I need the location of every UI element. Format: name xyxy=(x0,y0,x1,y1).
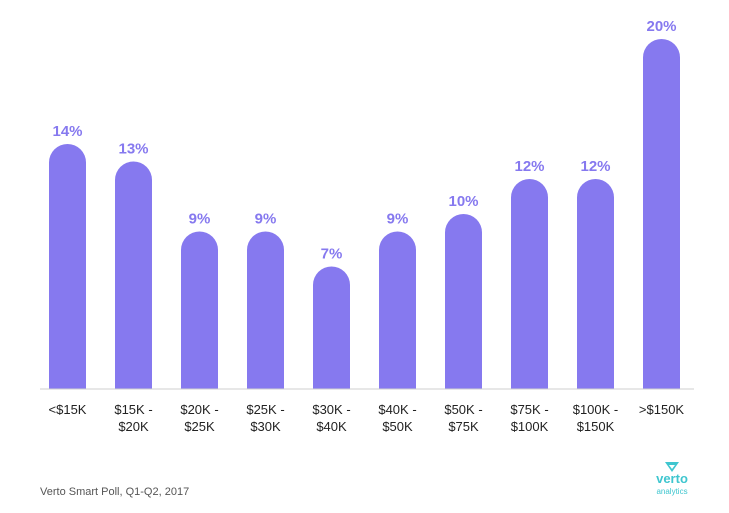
bar-value-label: 20% xyxy=(646,18,676,35)
bar xyxy=(115,161,152,389)
source-note: Verto Smart Poll, Q1-Q2, 2017 xyxy=(40,486,190,498)
x-tick-label: $50K - $75K xyxy=(444,402,482,434)
x-tick-label: $25K - $30K xyxy=(246,402,284,434)
x-tick-label-line: $30K - xyxy=(312,402,350,417)
bar-value-label: 9% xyxy=(255,211,277,228)
bar xyxy=(181,231,218,389)
x-tick-label-line: $15K - xyxy=(114,402,152,417)
bar xyxy=(643,39,680,390)
bar-value-label: 12% xyxy=(514,158,544,175)
bar xyxy=(313,266,350,389)
bar-value-label: 9% xyxy=(189,211,211,228)
x-tick-label-line: $40K - xyxy=(378,402,416,417)
x-tick-label-line: $75K xyxy=(448,419,479,434)
x-tick-label-line: $40K xyxy=(316,419,347,434)
logo-subword: analytics xyxy=(656,487,688,496)
bar-value-label: 10% xyxy=(448,193,478,210)
x-tick-label-line: $20K xyxy=(118,419,149,434)
x-tick-label-line: <$15K xyxy=(49,402,87,417)
bar-value-label: 7% xyxy=(321,246,343,263)
x-tick-label-line: $30K xyxy=(250,419,281,434)
bar xyxy=(577,179,614,389)
x-tick-label: <$15K xyxy=(49,402,87,417)
bar xyxy=(379,231,416,389)
x-tick-label: $20K - $25K xyxy=(180,402,218,434)
logo-word: verto xyxy=(656,471,688,486)
bar-value-label: 13% xyxy=(118,141,148,158)
x-tick-label-line: $100K - xyxy=(573,402,619,417)
bar xyxy=(247,231,284,389)
value-labels-group: 14% 13% 9% 9% 7% 9% 10% 12% 12% 20% xyxy=(52,18,676,263)
x-tick-label-line: $25K xyxy=(184,419,215,434)
x-tick-label: >$150K xyxy=(639,402,685,417)
verto-logo-icon xyxy=(665,462,679,472)
x-tick-label-line: $50K - xyxy=(444,402,482,417)
bar xyxy=(511,179,548,389)
x-tick-label-line: $25K - xyxy=(246,402,284,417)
x-tick-label-line: $50K xyxy=(382,419,413,434)
bar xyxy=(49,144,86,389)
bar xyxy=(445,214,482,389)
x-tick-label-line: $150K xyxy=(577,419,615,434)
x-tick-label-line: $100K xyxy=(511,419,549,434)
x-tick-label-line: $75K - xyxy=(510,402,548,417)
x-tick-label: $75K - $100K xyxy=(510,402,548,434)
x-tick-label: $15K - $20K xyxy=(114,402,152,434)
x-tick-label: $40K - $50K xyxy=(378,402,416,434)
bars-group xyxy=(49,39,680,390)
bar-value-label: 9% xyxy=(387,211,409,228)
bar-value-label: 12% xyxy=(580,158,610,175)
x-tick-label: $100K - $150K xyxy=(573,402,619,434)
x-tick-label-line: $20K - xyxy=(180,402,218,417)
bar-value-label: 14% xyxy=(52,123,82,140)
x-tick-label-line: >$150K xyxy=(639,402,685,417)
verto-logo: verto analytics xyxy=(647,460,697,500)
x-tick-label: $30K - $40K xyxy=(312,402,350,434)
tick-labels-group: <$15K $15K - $20K $20K - $25K $25K - $30K $30K … xyxy=(49,402,685,434)
